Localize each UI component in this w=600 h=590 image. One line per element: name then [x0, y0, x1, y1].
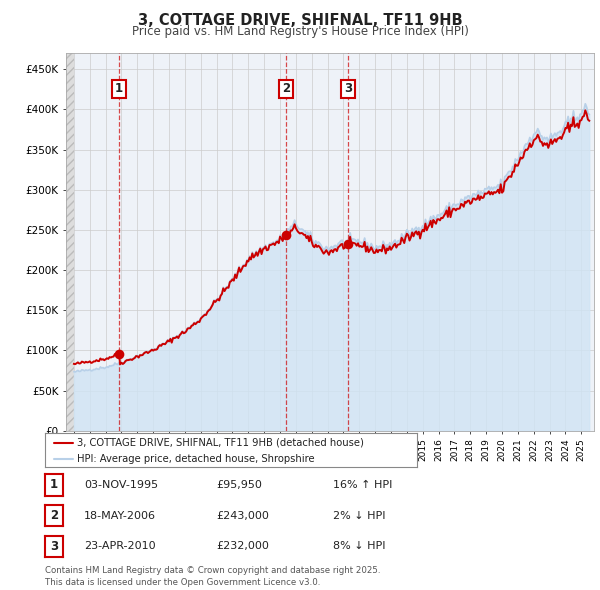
- Text: £243,000: £243,000: [216, 511, 269, 520]
- Text: 2: 2: [282, 83, 290, 96]
- Text: 3, COTTAGE DRIVE, SHIFNAL, TF11 9HB (detached house): 3, COTTAGE DRIVE, SHIFNAL, TF11 9HB (det…: [77, 438, 364, 448]
- Text: Price paid vs. HM Land Registry's House Price Index (HPI): Price paid vs. HM Land Registry's House …: [131, 25, 469, 38]
- Text: Contains HM Land Registry data © Crown copyright and database right 2025.
This d: Contains HM Land Registry data © Crown c…: [45, 566, 380, 587]
- Text: £232,000: £232,000: [216, 542, 269, 551]
- Text: 16% ↑ HPI: 16% ↑ HPI: [333, 480, 392, 490]
- Text: 2% ↓ HPI: 2% ↓ HPI: [333, 511, 386, 520]
- Text: £95,950: £95,950: [216, 480, 262, 490]
- Text: 3: 3: [344, 83, 352, 96]
- Text: 3, COTTAGE DRIVE, SHIFNAL, TF11 9HB: 3, COTTAGE DRIVE, SHIFNAL, TF11 9HB: [137, 13, 463, 28]
- Text: 8% ↓ HPI: 8% ↓ HPI: [333, 542, 386, 551]
- Text: 2: 2: [50, 509, 58, 522]
- Text: 18-MAY-2006: 18-MAY-2006: [84, 511, 156, 520]
- Text: 1: 1: [115, 83, 123, 96]
- Text: 1: 1: [50, 478, 58, 491]
- Bar: [66, 53, 74, 431]
- Text: 23-APR-2010: 23-APR-2010: [84, 542, 155, 551]
- Text: 03-NOV-1995: 03-NOV-1995: [84, 480, 158, 490]
- Text: 3: 3: [50, 540, 58, 553]
- Text: HPI: Average price, detached house, Shropshire: HPI: Average price, detached house, Shro…: [77, 454, 314, 464]
